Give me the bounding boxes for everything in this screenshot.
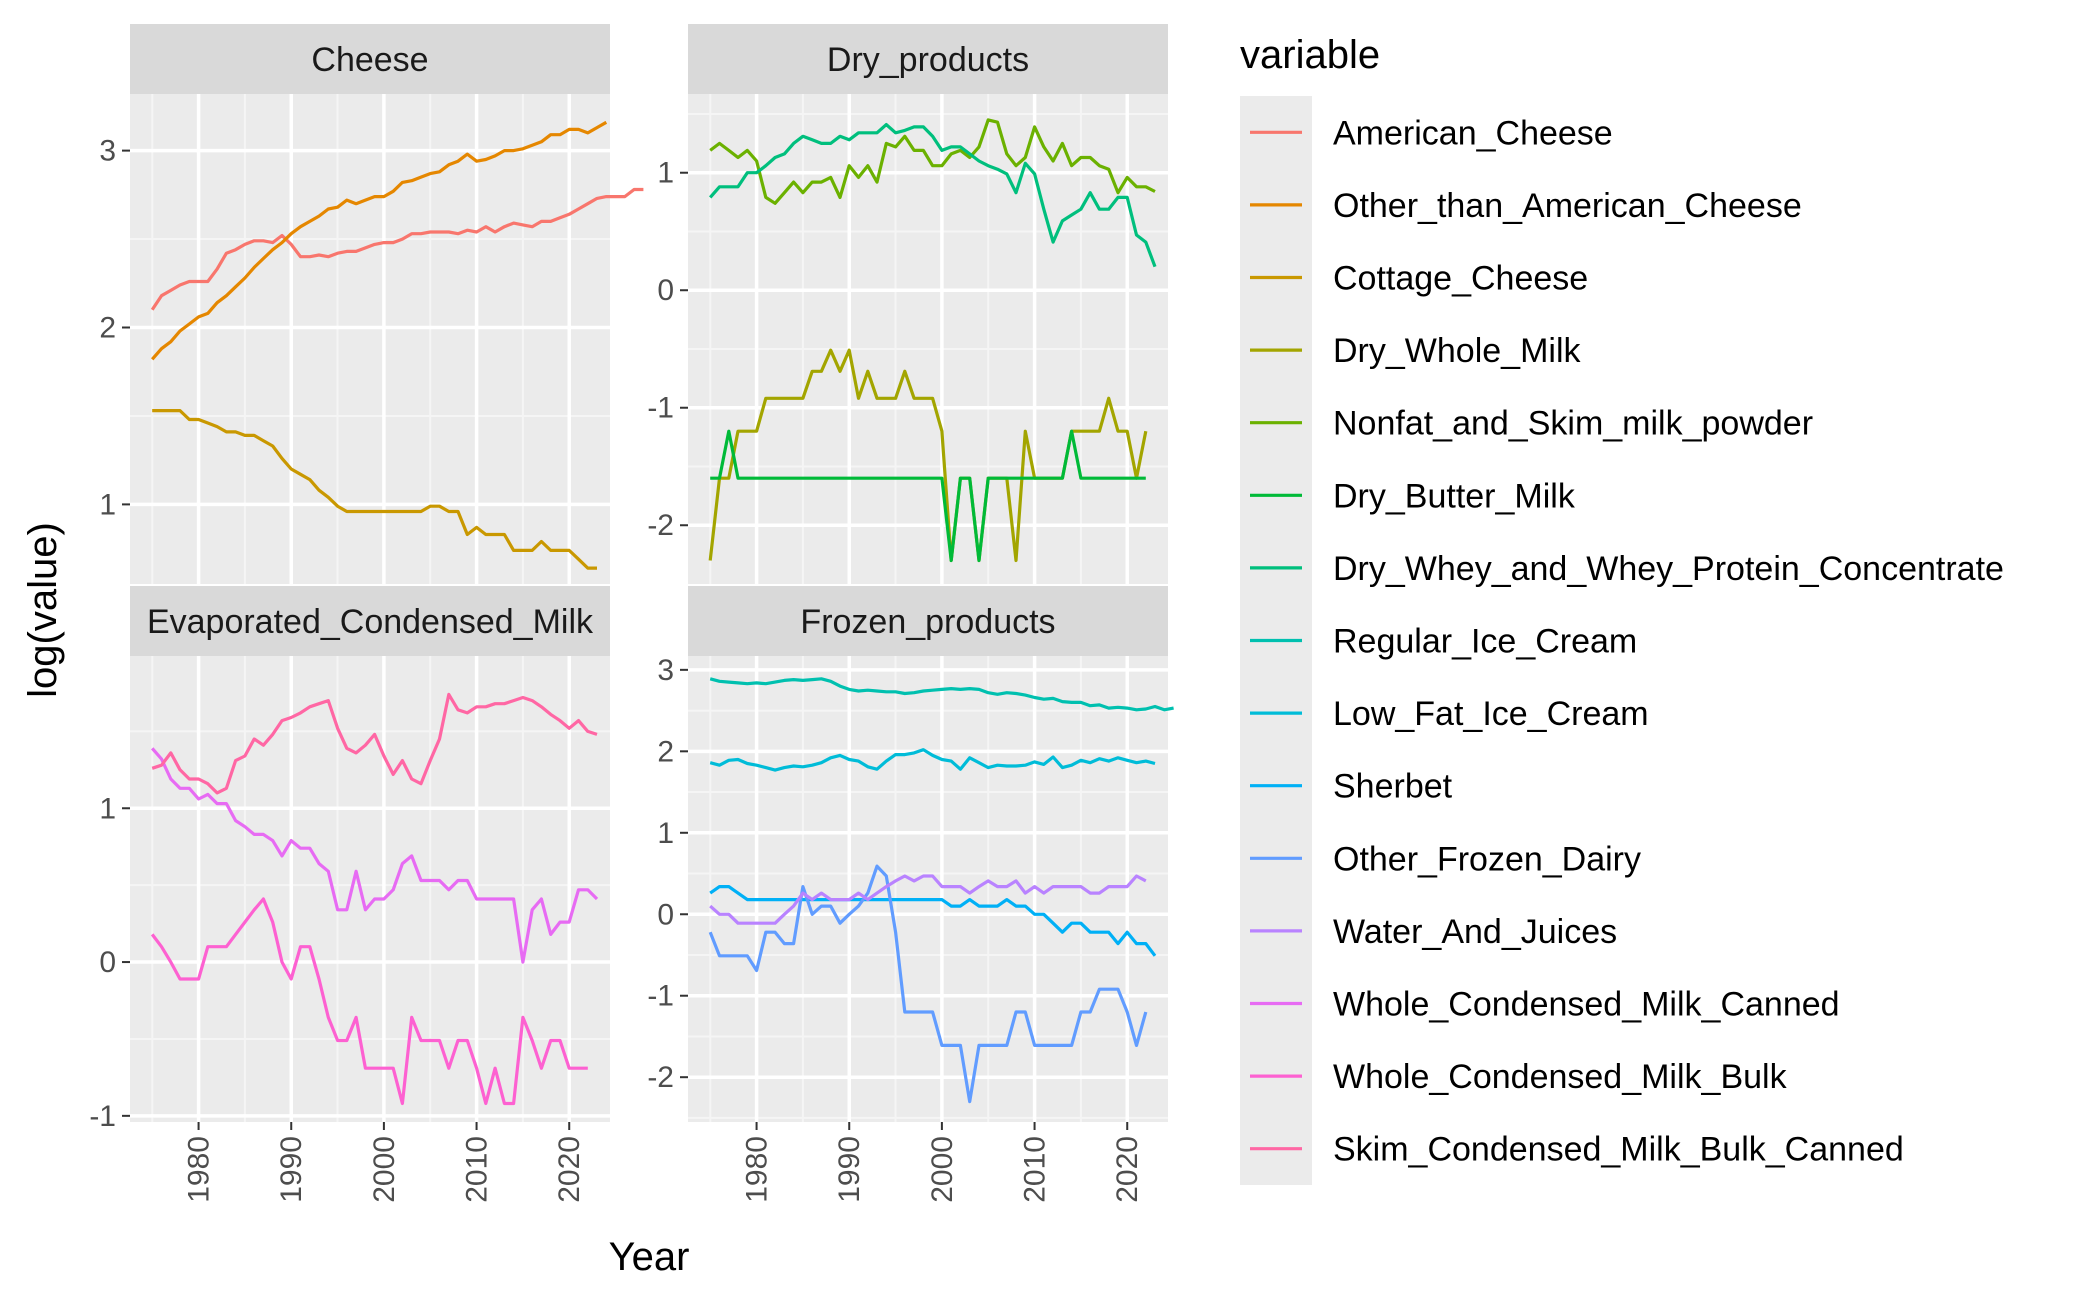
x-tick-label: 2020 xyxy=(553,1136,586,1203)
panel-dry-products: Dry_products -2 -1 0 1 xyxy=(647,24,1168,584)
y-tick-label: 0 xyxy=(99,946,116,979)
x-axis-title: Year xyxy=(609,1235,690,1279)
legend-label: Other_Frozen_Dairy xyxy=(1333,840,1641,878)
y-tick-label: 0 xyxy=(657,898,674,931)
legend-label: Low_Fat_Ice_Cream xyxy=(1333,695,1649,733)
plot-background xyxy=(130,656,610,1122)
legend-label: American_Cheese xyxy=(1333,114,1613,152)
series-line-other-than-american-cheese xyxy=(150,120,608,361)
y-tick-label: 0 xyxy=(657,274,674,307)
x-tick-label: 2010 xyxy=(461,1136,494,1203)
y-tick-label: -1 xyxy=(647,980,674,1013)
y-tick-label: 2 xyxy=(657,735,674,768)
plot-background xyxy=(688,94,1168,584)
legend-label: Cottage_Cheese xyxy=(1333,260,1588,298)
facet-title: Cheese xyxy=(311,41,428,79)
legend-label: Whole_Condensed_Milk_Bulk xyxy=(1333,1058,1788,1096)
panel-cheese: Cheese 1 2 3 xyxy=(99,24,644,584)
plot-background xyxy=(688,656,1168,1122)
facet-title: Frozen_products xyxy=(800,603,1055,641)
y-tick-label: -1 xyxy=(89,1100,116,1133)
legend-title: variable xyxy=(1240,33,1380,77)
series-line-sherbet xyxy=(709,884,1157,957)
x-tick-label: 1990 xyxy=(833,1136,866,1203)
series-line-water-and-juices xyxy=(709,874,1147,925)
series-line-nonfat-and-skim-milk-powder xyxy=(709,118,1156,205)
legend-label: Whole_Condensed_Milk_Canned xyxy=(1333,986,1840,1024)
series-line-cottage-cheese xyxy=(152,409,597,570)
x-tick-label: 1990 xyxy=(275,1136,308,1203)
y-tick-label: -1 xyxy=(647,392,674,425)
facet-strip xyxy=(130,586,610,656)
y-tick-label: 1 xyxy=(657,817,674,850)
legend-label: Dry_Butter_Milk xyxy=(1333,477,1576,515)
y-tick-label: 1 xyxy=(99,792,116,825)
series-line-low-fat-ice-cream xyxy=(709,748,1156,772)
y-tick-label: 3 xyxy=(657,654,674,687)
legend-label: Dry_Whole_Milk xyxy=(1333,332,1581,370)
panel-evaporated-condensed-milk: Evaporated_Condensed_Milk -1 0 1 1980 1990 200… xyxy=(89,586,610,1203)
x-tick-label: 1980 xyxy=(741,1136,774,1203)
legend-label: Nonfat_and_Skim_milk_powder xyxy=(1333,405,1813,443)
plot-background xyxy=(130,94,610,584)
facet-strip xyxy=(130,24,610,94)
panel-frozen-products: Frozen_products -2 -1 0 1 2 3 1980 1990 2000 2010 2… xyxy=(647,586,1174,1203)
series-line-dry-whey-and-whey-protein-concentrate xyxy=(708,122,1157,268)
facet-strip xyxy=(688,24,1168,94)
legend-label: Dry_Whey_and_Whey_Protein_Concentrate xyxy=(1333,550,2004,588)
legend-label: Other_than_American_Cheese xyxy=(1333,187,1802,225)
x-tick-label: 2000 xyxy=(368,1136,401,1203)
y-tick-label: 1 xyxy=(99,488,116,521)
series-line-dry-butter-milk xyxy=(710,429,1146,563)
series-line-whole-condensed-milk-bulk xyxy=(150,897,588,1106)
x-tick-label: 1980 xyxy=(183,1136,216,1203)
legend: variable American_Cheese Other_than_Americ… xyxy=(1240,33,2004,1185)
facet-title: Dry_products xyxy=(827,41,1029,79)
series-line-other-frozen-dairy xyxy=(708,864,1148,1104)
y-tick-label: -2 xyxy=(647,1061,674,1094)
y-axis-title: log(value) xyxy=(21,522,65,698)
x-tick-label: 2020 xyxy=(1111,1136,1144,1203)
legend-label: Regular_Ice_Cream xyxy=(1333,623,1637,661)
series-line-whole-condensed-milk-canned xyxy=(150,747,599,964)
x-tick-label: 2000 xyxy=(926,1136,959,1203)
x-tick-label: 2010 xyxy=(1019,1136,1052,1203)
y-tick-label: -2 xyxy=(647,509,674,542)
y-tick-label: 1 xyxy=(657,157,674,190)
legend-label: Water_And_Juices xyxy=(1333,913,1617,951)
series-line-skim-condensed-milk-bulk-canned xyxy=(151,692,598,795)
series-line-american-cheese xyxy=(150,187,644,311)
facet-title: Evaporated_Condensed_Milk xyxy=(147,603,594,641)
legend-label: Skim_Condensed_Milk_Bulk_Canned xyxy=(1333,1131,1904,1169)
y-tick-label: 2 xyxy=(99,312,116,345)
series-line-regular-ice-cream xyxy=(709,677,1174,712)
y-tick-label: 3 xyxy=(99,135,116,168)
legend-label: Sherbet xyxy=(1333,768,1453,806)
facet-strip xyxy=(688,586,1168,656)
